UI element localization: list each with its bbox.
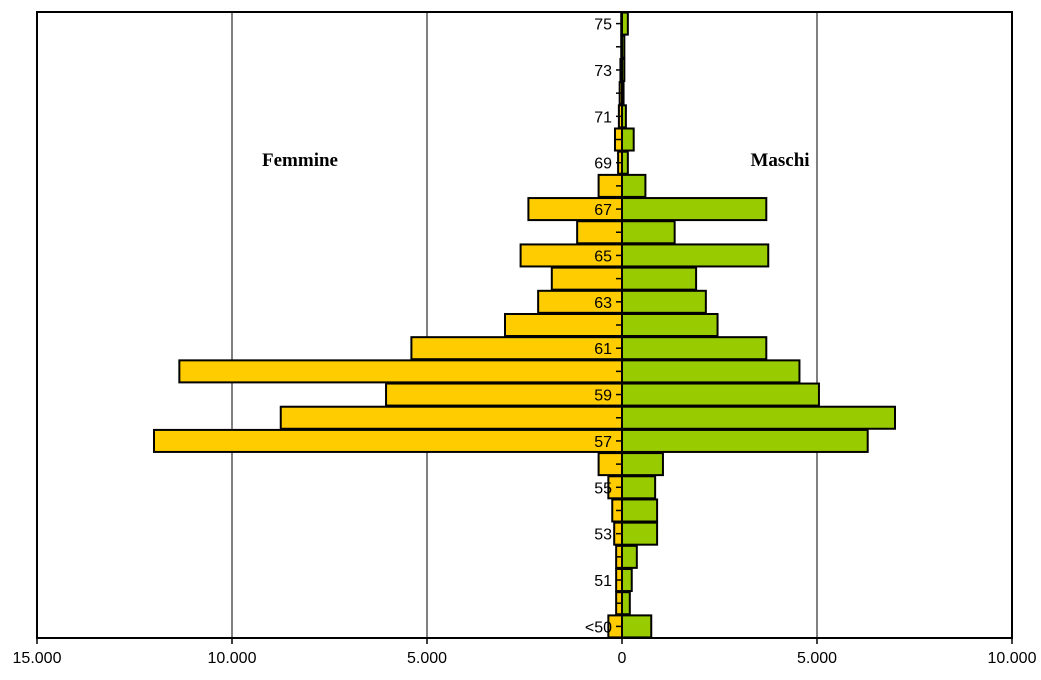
y-tick-label: 69 bbox=[594, 156, 612, 173]
y-tick-label: 55 bbox=[594, 480, 612, 497]
x-tick-label: 10.000 bbox=[208, 650, 257, 667]
bar-maschi-50 bbox=[621, 591, 631, 616]
grid-layer bbox=[36, 11, 1013, 639]
y-tick-label: 65 bbox=[594, 248, 612, 265]
bar-maschi-52 bbox=[621, 544, 638, 569]
y-tick-label: 51 bbox=[594, 573, 612, 590]
bar-maschi-64 bbox=[621, 266, 698, 291]
bar-maschi-66 bbox=[621, 220, 676, 245]
bar-maschi-51 bbox=[621, 568, 633, 593]
bar-maschi-59 bbox=[621, 382, 820, 407]
x-tick-label: 0 bbox=[618, 650, 627, 667]
y-tick-label: 75 bbox=[594, 17, 612, 34]
bar-femmine-58 bbox=[279, 405, 623, 430]
y-tick-label: 61 bbox=[594, 341, 612, 358]
bar-maschi-67 bbox=[621, 197, 768, 222]
y-tick-label: 63 bbox=[594, 295, 612, 312]
bar-femmine-61 bbox=[410, 336, 623, 361]
bar-maschi-70 bbox=[621, 127, 635, 152]
bar-maschi-58 bbox=[621, 405, 896, 430]
y-tick-label: 57 bbox=[594, 434, 612, 451]
bar-maschi-55 bbox=[621, 475, 657, 500]
plot-border bbox=[36, 11, 1013, 639]
y-tick-label: 73 bbox=[594, 63, 612, 80]
bar-maschi-60 bbox=[621, 359, 801, 384]
x-tick-label: 5.000 bbox=[407, 650, 447, 667]
bar-maschi-61 bbox=[621, 336, 768, 361]
series-label-maschi: Maschi bbox=[750, 150, 809, 171]
y-tick-label: 71 bbox=[594, 109, 612, 126]
bar-femmine-59 bbox=[385, 382, 623, 407]
bar-maschi-62 bbox=[621, 312, 719, 338]
bar-femmine-60 bbox=[178, 359, 623, 384]
bar-maschi-53 bbox=[621, 521, 659, 546]
bar-maschi-57 bbox=[621, 428, 869, 453]
bar-femmine-64 bbox=[550, 266, 623, 291]
bar-femmine-62 bbox=[504, 312, 623, 338]
x-tick-label: 15.000 bbox=[13, 650, 62, 667]
x-tick-label: 10.000 bbox=[988, 650, 1037, 667]
bar-maschi-56 bbox=[621, 452, 664, 477]
bar-maschi-68 bbox=[621, 173, 647, 198]
x-tick-label: 5.000 bbox=[797, 650, 837, 667]
y-tick-label: 53 bbox=[594, 527, 612, 544]
bar-maschi-65 bbox=[621, 243, 770, 268]
y-tick-label: 67 bbox=[594, 202, 612, 219]
series-label-femmine: Femmine bbox=[262, 150, 338, 171]
y-tick-label: 59 bbox=[594, 388, 612, 405]
axis-layer: 15.000 10.000 5.000 0 5.000 10.000 <50 51 53 55 57… bbox=[13, 12, 1037, 667]
bar-maschi-54 bbox=[621, 498, 659, 523]
bar-femmine-66 bbox=[576, 220, 624, 245]
bar-maschi-<50 bbox=[621, 614, 653, 639]
bars-layer bbox=[153, 11, 896, 639]
bar-maschi-63 bbox=[621, 289, 707, 314]
y-tick-label: <50 bbox=[585, 619, 612, 636]
bar-femmine-57 bbox=[153, 428, 623, 453]
